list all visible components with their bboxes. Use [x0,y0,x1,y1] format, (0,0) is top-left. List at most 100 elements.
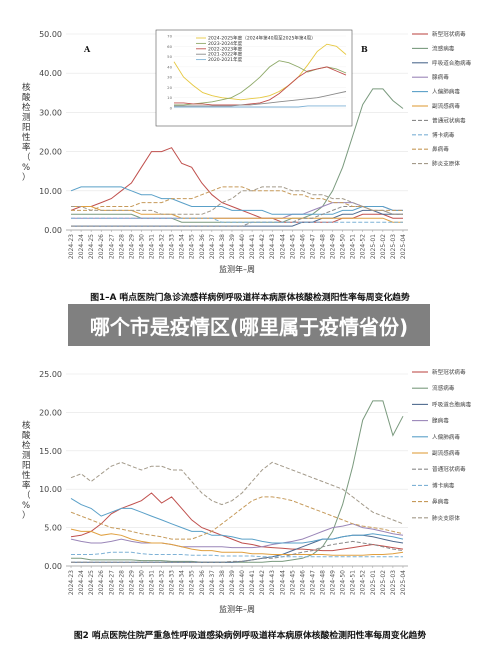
y-tick-label: 20.00 [39,148,62,157]
series-line-9 [70,496,404,540]
inset-chart: 0 10 20 30 40 50 60 70 2024-2025年度（2024年第40周至202… [155,29,353,127]
y-tick-label: 0.00 [44,226,62,235]
inset-series-line-3 [174,66,347,106]
x-tick-label: 2024-29 [128,570,135,595]
y-tick-label: 10.00 [39,485,62,494]
inset-series-line-4 [174,91,347,107]
inset-series-line-1 [173,43,347,101]
x-tick-label: 2024-44 [279,234,286,259]
x-tick-label: 2024-35 [189,570,196,595]
series-line-4 [70,523,404,549]
panel-label-b: B [361,44,368,54]
x-tick-label: 2024-50 [340,570,347,595]
x-tick-label: 2024-39 [229,570,236,595]
x-tick-label: 2024-34 [179,234,186,259]
y-axis-label: 核酸检测阳性率（%） [22,420,31,521]
series-line-10 [71,186,403,215]
x-tick-label: 2024-36 [199,570,206,595]
x-tick-label: 2024-51 [350,570,357,595]
inset-legend-label: 2020-2021年度 [208,56,243,63]
inset-legend-label: 2024-2025年度（2024年第40周至2025年第4周） [208,35,316,42]
inset-legend-label: 2022-2023年度 [208,45,243,52]
x-tick-label: 2024-46 [299,570,306,595]
x-tick-label: 2024-38 [219,570,226,595]
x-tick-label: 2024-43 [269,570,276,595]
x-tick-label: 2024-37 [209,234,216,259]
legend-label: 博卡病毒 [432,131,455,139]
x-tick-label: 2024-32 [159,570,166,595]
y-tick-label: 20.00 [39,408,62,417]
x-tick-label: 2024-47 [309,570,316,595]
x-tick-label: 2024-37 [209,570,216,595]
series-line-5 [70,186,403,215]
inset-legend-label: 2021-2022年度 [208,51,243,58]
x-tick-label: 2024-44 [279,570,286,595]
legend-label: 腺病毒 [432,73,449,81]
legend-label: 普通冠状病毒 [432,116,466,124]
y-tick-label: 5.00 [44,524,62,533]
inset-y-tick-label: 30 [167,75,172,80]
x-tick-label: 2025-02 [380,234,387,259]
legend-label: 普通冠状病毒 [432,465,466,473]
series-line-6 [70,528,404,556]
x-tick-label: 2024-41 [249,570,256,595]
x-tick-label: 2024-35 [189,234,196,259]
chart-1-caption: 图1–A 哨点医院门急诊流感样病例呼吸道样本病原体核酸检测阳性率每周变化趋势 [90,291,410,303]
chart-2-caption: 图2 哨点医院住院严重急性呼吸道感染病例呼吸道样本病原体核酸检测阳性率每周变化趋… [74,629,426,641]
x-tick-label: 2024-51 [350,234,357,259]
legend-label: 鼻病毒 [432,145,449,153]
x-tick-label: 2025-01 [370,570,377,595]
y-tick-label: 40.00 [39,69,62,78]
legend-label: 流感病毒 [432,384,455,392]
x-tick-label: 2024-24 [78,570,85,595]
x-tick-label: 2024-23 [68,570,75,595]
legend-label: 新型冠状病毒 [432,30,466,38]
legend-label: 博卡病毒 [432,481,455,489]
x-tick-label: 2024-34 [179,570,186,595]
overlay-banner: 哪个市是疫情区(哪里属于疫情省份) [68,304,430,346]
x-tick-label: 2024-42 [259,570,266,595]
x-tick-label: 2024-26 [98,234,105,259]
y-tick-label: 30.00 [39,108,62,117]
x-tick-label: 2024-42 [259,234,266,259]
x-tick-label: 2024-32 [159,234,166,259]
x-tick-label: 2024-28 [118,570,125,595]
legend-label: 呼吸道合胞病毒 [432,59,472,67]
x-tick-label: 2024-39 [229,234,236,259]
x-tick-label: 2024-50 [340,234,347,259]
inset-frame [155,29,353,127]
x-tick-label: 2024-29 [128,234,135,259]
x-tick-label: 2024-30 [138,570,145,595]
x-tick-label: 2024-31 [149,570,156,595]
x-tick-label: 2024-52 [360,234,367,259]
legend-label: 新型冠状病毒 [432,368,466,376]
series-line-8 [71,551,403,558]
inset-y-tick-label: 40 [167,64,172,69]
x-tick-label: 2025-02 [380,570,387,595]
x-tick-label: 2024-41 [249,234,256,259]
series-line-2 [71,88,404,223]
legend-label: 肺炎支原体 [432,160,460,168]
x-tick-label: 2024-48 [320,234,327,259]
x-tick-label: 2024-25 [88,570,95,595]
x-tick-label: 2025-04 [400,234,407,259]
x-axis-label: 监测年–周 [219,604,255,614]
x-tick-label: 2024-45 [289,234,296,259]
x-tick-label: 2024-36 [199,234,206,259]
y-tick-label: 0.00 [44,562,62,571]
x-tick-label: 2024-33 [169,234,176,259]
series-line-9 [71,186,403,211]
inset-y-tick-label: 70 [167,34,172,39]
inset-series-line-5 [174,105,346,108]
y-tick-label: 15.00 [39,447,62,456]
x-tick-label: 2024-46 [299,234,306,259]
x-tick-label: 2024-40 [239,234,246,259]
legend-label: 鼻病毒 [432,498,449,506]
x-tick-label: 2024-43 [269,234,276,259]
x-tick-label: 2024-40 [239,570,246,595]
series-line-7 [71,206,403,227]
